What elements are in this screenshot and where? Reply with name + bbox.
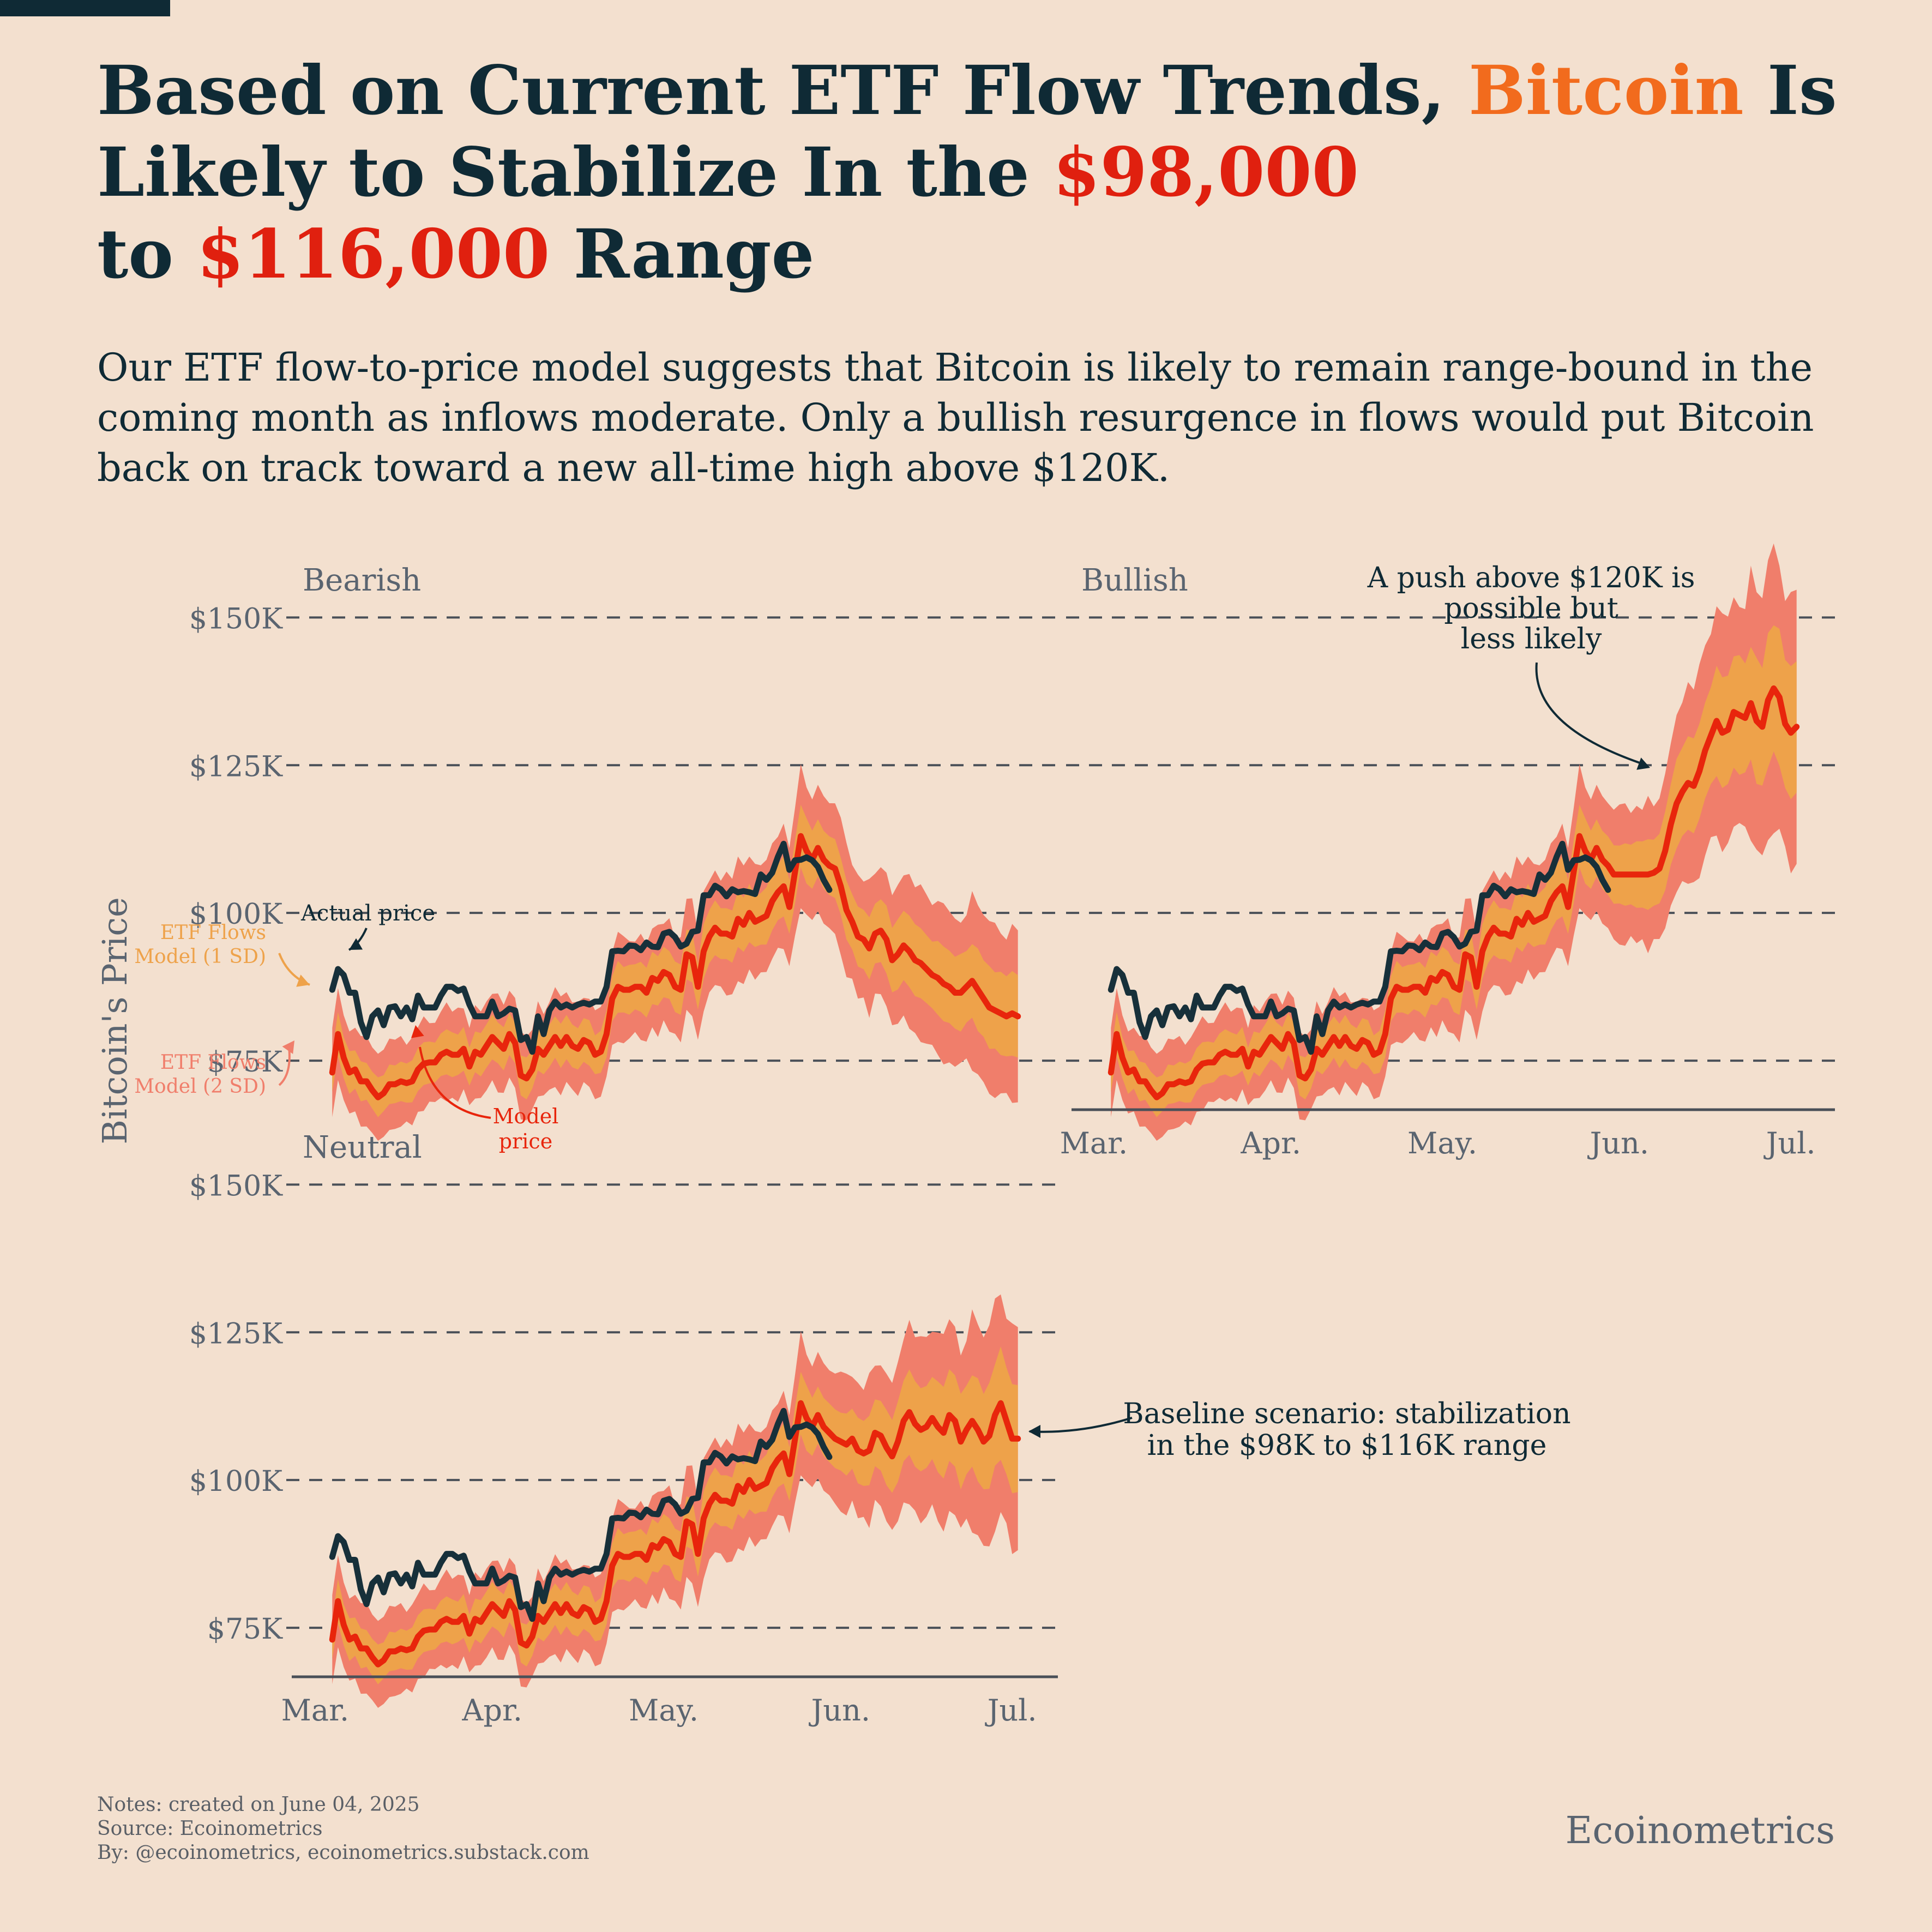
y-tick-label: $125K	[189, 750, 283, 783]
annotation-arrow	[419, 1046, 491, 1119]
annotation-bullish: less likely	[1461, 623, 1602, 655]
title-text: Likely to Stabilize In the	[97, 133, 1054, 212]
title-text: to	[97, 215, 197, 294]
arrow-head	[282, 1040, 294, 1054]
x-tick-label: Jul.	[1764, 1126, 1816, 1160]
annotation-baseline: Baseline scenario: stabilization	[1123, 1398, 1570, 1430]
x-tick-label: Mar.	[281, 1693, 350, 1728]
y-tick-label: $150K	[189, 1170, 283, 1202]
panel-bullish: Bullish Mar. Apr. May. Jun. Jul. A push above …	[1060, 543, 1835, 1160]
y-axis-label: Bitcoin's Price	[95, 897, 135, 1144]
brand-logo-text: Ecoinometrics	[1565, 1809, 1835, 1852]
annotation-arrow	[1535, 662, 1642, 765]
x-tick-label: Jun.	[809, 1693, 870, 1728]
panel-neutral: Neutral $75K $100K $125K $150K Mar. Apr. May. Ju…	[189, 1130, 1571, 1728]
annotation-model-price: price	[499, 1129, 552, 1153]
band-1sd	[332, 804, 1018, 1117]
actual-price-line	[329, 840, 833, 1055]
x-tick-label: Apr.	[461, 1693, 522, 1728]
footer-notes: Notes: created on June 04, 2025 Source: …	[97, 1793, 589, 1865]
title-text: Based on Current ETF Flow Trends,	[97, 51, 1468, 130]
y-tick-label: $125K	[189, 1317, 283, 1350]
arrow-head	[1028, 1425, 1040, 1438]
title-highlight: $116,000	[197, 215, 550, 294]
annotation-actual-price: Actual price	[300, 901, 435, 926]
title-text: Range	[550, 215, 815, 294]
annotation-2sd: ETF Flows	[160, 1051, 266, 1074]
panel-title: Neutral	[303, 1130, 422, 1165]
annotation-arrow	[278, 1046, 291, 1086]
arrow-head	[411, 1025, 424, 1038]
model-price-line	[1108, 685, 1800, 1100]
y-tick-label: $150K	[189, 603, 283, 635]
panel-bearish: Bearish $75K $100K $125K $150K Actual price ET…	[134, 563, 1058, 1153]
arrow-head	[349, 938, 363, 950]
annotation-arrow	[1029, 1417, 1133, 1433]
y-tick-label: $75K	[207, 1046, 283, 1079]
annotation-model-price: Model	[493, 1104, 559, 1128]
title-highlight: Bitcoin	[1468, 51, 1744, 130]
by-line: By: @ecoinometrics, ecoinometrics.substa…	[97, 1841, 589, 1864]
x-tick-label: Mar.	[1060, 1126, 1128, 1160]
annotation-1sd: Model (1 SD)	[134, 946, 266, 968]
annotation-2sd: Model (2 SD)	[134, 1075, 266, 1098]
panel-title: Bearish	[303, 563, 421, 598]
arrow-head	[296, 974, 310, 987]
page-subtitle: Our ETF flow-to-price model suggests tha…	[97, 345, 1814, 490]
arrow-head	[1636, 757, 1650, 770]
actual-price-line	[1108, 840, 1611, 1055]
panel-title: Bullish	[1081, 563, 1188, 598]
page-title: Based on Current ETF Flow Trends, Bitcoi…	[97, 50, 1842, 296]
y-tick-label: $100K	[189, 898, 283, 931]
title-highlight: $98,000	[1053, 133, 1359, 212]
source-line: Source: Ecoinometrics	[97, 1817, 323, 1840]
x-tick-label: May.	[629, 1693, 699, 1728]
x-tick-label: Apr.	[1240, 1126, 1301, 1160]
annotation-1sd: ETF Flows	[160, 922, 266, 944]
annotation-bullish: A push above $120K is	[1367, 562, 1695, 594]
notes-line: Notes: created on June 04, 2025	[97, 1793, 420, 1816]
title-text: Is	[1743, 51, 1837, 130]
actual-price-line	[329, 1407, 833, 1622]
y-tick-label: $75K	[207, 1613, 283, 1646]
x-tick-label: Jul.	[985, 1693, 1037, 1728]
x-tick-label: Jun.	[1587, 1126, 1649, 1160]
top-accent-bar	[0, 0, 170, 16]
model-price-line	[329, 1400, 1021, 1668]
y-tick-label: $100K	[189, 1465, 283, 1498]
band-1sd	[332, 1346, 1018, 1684]
x-tick-label: May.	[1407, 1126, 1477, 1160]
model-price-line	[329, 833, 1021, 1100]
annotation-baseline: in the $98K to $116K range	[1147, 1429, 1547, 1462]
annotation-bullish: possible but	[1444, 592, 1618, 625]
